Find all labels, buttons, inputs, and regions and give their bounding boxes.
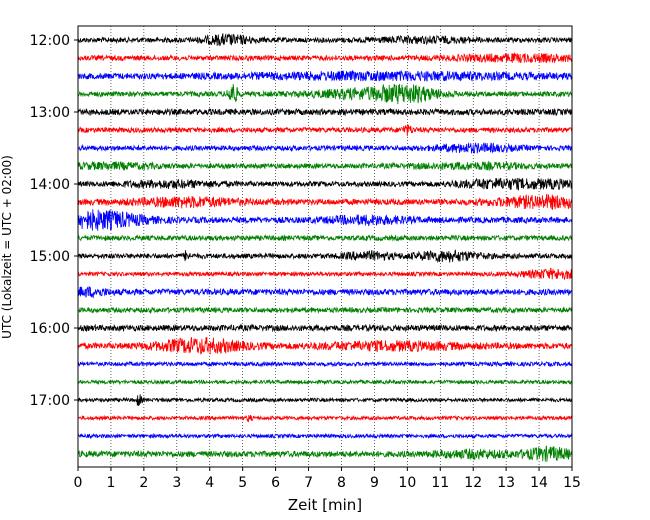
trace-1745 (77, 445, 573, 462)
x-tick-label: 11 (431, 475, 449, 491)
trace-1345 (77, 160, 573, 172)
x-tick-label: 15 (563, 475, 581, 491)
x-axis: 0 1 2 3 4 5 6 7 8 9 10 11 12 13 14 15 (74, 467, 581, 491)
x-tick-label: 10 (398, 475, 416, 491)
trace-1300 (77, 107, 573, 117)
trace-1530 (77, 285, 573, 299)
y-axis: 12:00 13:00 14:00 15:00 16:00 17:00 (30, 33, 78, 409)
trace-1430 (77, 209, 573, 231)
x-tick-label: 14 (530, 475, 548, 491)
trace-1715 (77, 414, 573, 423)
y-tick-label: 16:00 (30, 321, 70, 337)
trace-1230 (77, 69, 573, 82)
y-tick-label: 17:00 (30, 393, 70, 409)
x-tick-label: 13 (497, 475, 515, 491)
trace-1630 (77, 360, 573, 368)
x-tick-label: 5 (238, 475, 247, 491)
trace-1645 (77, 378, 573, 386)
y-axis-label: UTC (Lokalzeit = UTC + 02:00) (0, 155, 14, 339)
trace-1515 (77, 267, 573, 280)
trace-1400 (77, 177, 573, 191)
x-tick-label: 12 (464, 475, 482, 491)
y-tick-label: 15:00 (30, 249, 70, 265)
trace-1500 (77, 249, 573, 264)
trace-1600 (77, 323, 573, 333)
x-tick-label: 0 (74, 475, 83, 491)
x-tick-label: 9 (370, 475, 379, 491)
x-axis-label: Zeit [min] (288, 496, 362, 514)
x-tick-label: 1 (106, 475, 115, 491)
y-tick-label: 13:00 (30, 105, 70, 121)
plot-frame (77, 25, 573, 468)
trace-1315 (77, 124, 573, 137)
x-tick-label: 6 (271, 475, 280, 491)
trace-1700 (77, 394, 573, 407)
trace-1545 (77, 306, 573, 315)
x-tick-label: 4 (205, 475, 214, 491)
x-tick-label: 8 (337, 475, 346, 491)
trace-1200 (77, 32, 573, 47)
y-tick-label: 14:00 (30, 177, 70, 193)
trace-group (77, 32, 573, 462)
x-tick-label: 2 (139, 475, 148, 491)
trace-1730 (77, 432, 573, 440)
y-tick-label: 12:00 (30, 33, 70, 49)
x-tick-label: 3 (172, 475, 181, 491)
trace-1415 (77, 193, 573, 210)
trace-1245 (77, 83, 573, 105)
trace-1330 (77, 141, 573, 154)
x-tick-label: 7 (304, 475, 313, 491)
trace-1445 (77, 234, 573, 242)
trace-1215 (77, 52, 573, 64)
trace-1615 (77, 336, 573, 355)
